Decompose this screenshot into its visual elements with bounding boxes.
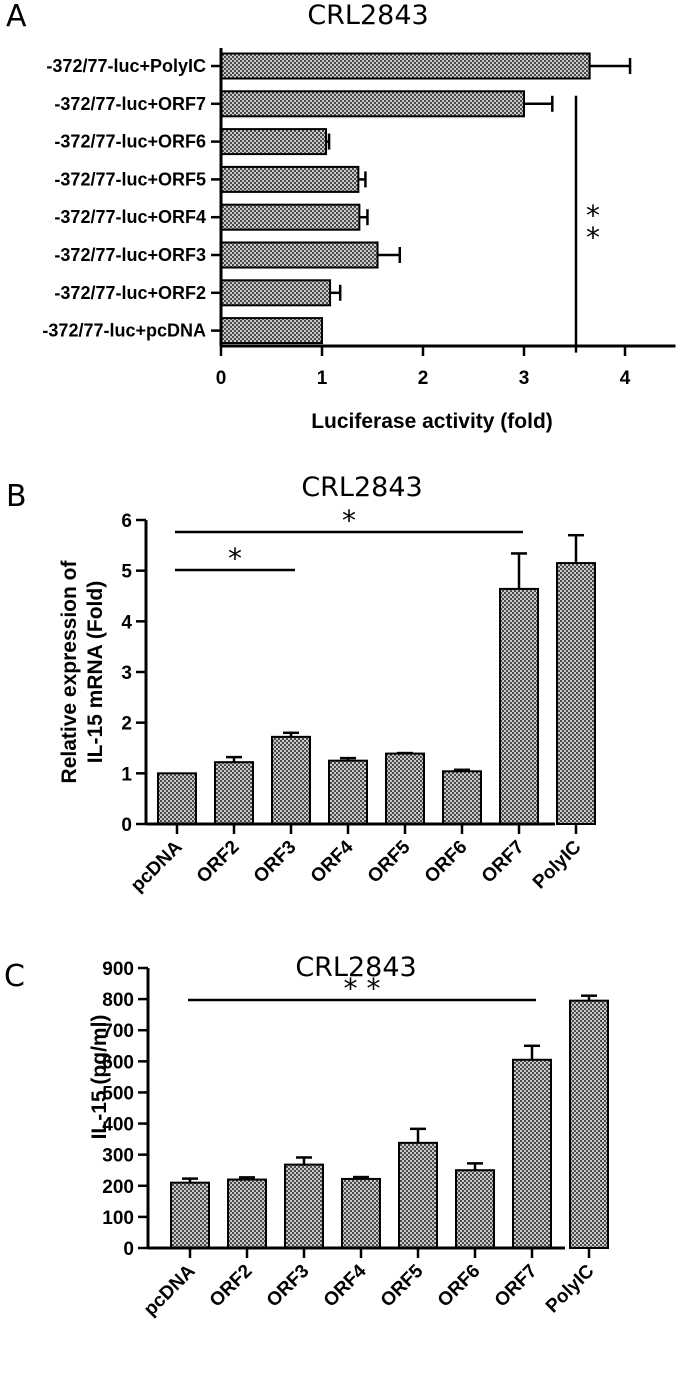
y-tick-label: 3 [121,663,132,684]
bar [227,1178,267,1249]
category-label: PolyIC [529,836,586,893]
chart-title: CRL2843 [301,472,422,503]
category-label: pcDNA [127,836,187,896]
bar [398,1141,438,1250]
category-label: -372/77-luc+ORF3 [54,245,206,265]
bar [341,1177,381,1250]
category-label: ORF6 [421,837,472,888]
bar [220,128,328,156]
bar [284,1163,324,1249]
y-tick-label: 600 [102,1052,134,1073]
category-label: PolyIC [542,1260,599,1317]
bar [214,761,254,825]
bar [556,562,596,825]
panel-c-chart: C CRL2843 IL-15 (pg/ml) pcDNA ORF2 ORF3 ORF… [4,952,609,1320]
category-label: pcDNA [140,1260,200,1320]
y-tick-label: 4 [121,612,132,633]
y-tick-label: 200 [102,1177,134,1198]
bar [328,759,368,826]
x-axis-label: Luciferase activity (fold) [311,410,553,433]
significance-marker: * * [344,972,381,1005]
bar [499,587,539,826]
bar [569,999,609,1250]
x-tick-label: 1 [317,368,328,389]
category-label: -372/77-luc+pcDNA [42,321,206,341]
panel-letter-b: B [6,479,27,514]
category-label: ORF3 [263,1261,314,1312]
bar [220,241,379,269]
category-label: ORF7 [478,837,529,888]
bar [220,203,361,231]
bar [455,1169,495,1249]
category-label: -372/77-luc+PolyIC [46,56,206,76]
bar [157,772,197,825]
bar [220,317,323,345]
category-label: ORF5 [377,1260,428,1311]
panel-letter-c: C [4,959,25,994]
category-label: ORF5 [364,836,415,887]
bar [512,1058,552,1250]
category-label: ORF4 [307,836,358,887]
y-tick-label: 800 [102,990,134,1011]
bar [220,90,525,118]
category-label: ORF4 [320,1260,371,1311]
x-tick-label: 0 [216,368,227,389]
category-label: -372/77-luc+ORF6 [54,132,206,152]
y-tick-label: 5 [121,562,132,583]
category-label: ORF7 [491,1261,542,1312]
significance-marker: * [586,199,600,232]
x-tick-label: 2 [418,368,429,389]
y-tick-label: 400 [102,1115,134,1136]
category-label: -372/77-luc+ORF5 [54,169,206,189]
y-tick-label: 0 [121,815,132,836]
category-label: ORF3 [250,837,301,888]
bar [442,770,482,825]
panel-b-chart: B CRL2843 Relative expression of IL-15 m… [6,472,596,896]
category-label: -372/77-luc+ORF7 [54,94,206,114]
category-label: -372/77-luc+ORF4 [54,207,206,227]
bar [220,52,591,80]
y-tick-label: 500 [102,1083,134,1104]
x-tick-label: 3 [519,368,530,389]
x-tick-label: 4 [620,368,631,389]
category-label: -372/77-luc+ORF2 [54,283,206,303]
y-tick-label: 2 [121,714,132,735]
significance-marker: * [228,542,242,575]
y-tick-label: 900 [102,959,134,980]
y-tick-label: 0 [123,1239,134,1260]
bar [271,735,311,825]
category-label: ORF6 [434,1261,485,1312]
y-tick-label: 300 [102,1146,134,1167]
y-tick-label: 1 [121,764,132,785]
panel-a-chart: A CRL2843 -372/77-luc+PolyIC -372/77-luc+… [6,0,676,433]
y-tick-label: 6 [121,511,132,532]
y-axis-label-line-2: IL-15 mRNA (Fold) [84,581,107,763]
chart-title: CRL2843 [307,0,428,31]
y-axis-label-line-1: Relative expression of [58,560,81,784]
significance-marker: * [342,504,356,537]
panel-letter-a: A [6,0,27,34]
category-label: ORF2 [193,837,244,888]
bar [220,279,332,307]
bar [220,165,360,193]
significance-marker: * [586,221,600,254]
y-axis-label: IL-15 (pg/ml) [88,1015,111,1140]
y-tick-label: 700 [102,1021,134,1042]
category-label: ORF2 [206,1261,257,1312]
bar [385,752,425,825]
bar [170,1181,210,1249]
y-tick-label: 100 [102,1208,134,1229]
chart-title: CRL2843 [295,952,416,983]
